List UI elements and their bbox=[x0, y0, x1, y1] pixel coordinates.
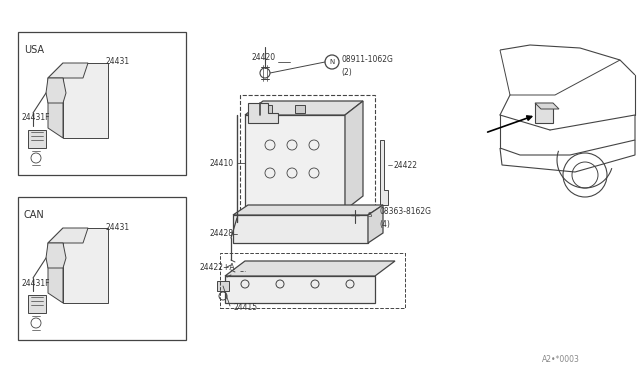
Text: N: N bbox=[330, 59, 335, 65]
Bar bbox=[233, 215, 368, 243]
Polygon shape bbox=[63, 228, 108, 303]
Bar bbox=[245, 115, 345, 210]
Polygon shape bbox=[233, 205, 383, 215]
Polygon shape bbox=[248, 103, 278, 123]
Bar bbox=[28, 295, 46, 313]
Text: 24422+A: 24422+A bbox=[200, 263, 236, 273]
Text: (2): (2) bbox=[341, 67, 352, 77]
Text: S: S bbox=[368, 212, 372, 218]
Polygon shape bbox=[225, 261, 395, 276]
Text: 24431F: 24431F bbox=[22, 113, 51, 122]
Text: 08911-1062G: 08911-1062G bbox=[341, 55, 393, 64]
Text: 24431F: 24431F bbox=[22, 279, 51, 288]
Bar bbox=[28, 130, 46, 148]
Text: 24415: 24415 bbox=[233, 304, 257, 312]
Text: 24428: 24428 bbox=[210, 230, 234, 238]
Text: 24422: 24422 bbox=[394, 160, 418, 170]
Polygon shape bbox=[46, 78, 66, 103]
Polygon shape bbox=[48, 228, 88, 243]
Text: CAN: CAN bbox=[24, 210, 45, 220]
Bar bbox=[217, 281, 229, 291]
Text: 08363-8162G: 08363-8162G bbox=[379, 208, 431, 217]
Text: 24420: 24420 bbox=[252, 54, 276, 62]
Polygon shape bbox=[368, 205, 383, 243]
Polygon shape bbox=[245, 101, 363, 115]
Text: (4): (4) bbox=[379, 221, 390, 230]
Polygon shape bbox=[535, 103, 559, 109]
Bar bbox=[18, 197, 186, 340]
Bar bbox=[262, 105, 272, 113]
Polygon shape bbox=[345, 101, 363, 210]
Text: USA: USA bbox=[24, 45, 44, 55]
Bar bbox=[295, 105, 305, 113]
Bar bbox=[18, 32, 186, 175]
Polygon shape bbox=[46, 243, 66, 268]
Text: 24410: 24410 bbox=[210, 158, 234, 167]
Bar bbox=[225, 276, 375, 303]
Polygon shape bbox=[48, 228, 63, 303]
Bar bbox=[535, 103, 553, 123]
Polygon shape bbox=[48, 63, 88, 78]
Text: 24431: 24431 bbox=[105, 58, 129, 67]
Bar bbox=[220, 253, 405, 308]
Text: A2•*0003: A2•*0003 bbox=[542, 356, 580, 365]
Polygon shape bbox=[380, 140, 388, 205]
Polygon shape bbox=[48, 63, 63, 138]
Text: 24431: 24431 bbox=[105, 222, 129, 231]
Bar bbox=[240, 95, 375, 220]
Polygon shape bbox=[63, 63, 108, 138]
